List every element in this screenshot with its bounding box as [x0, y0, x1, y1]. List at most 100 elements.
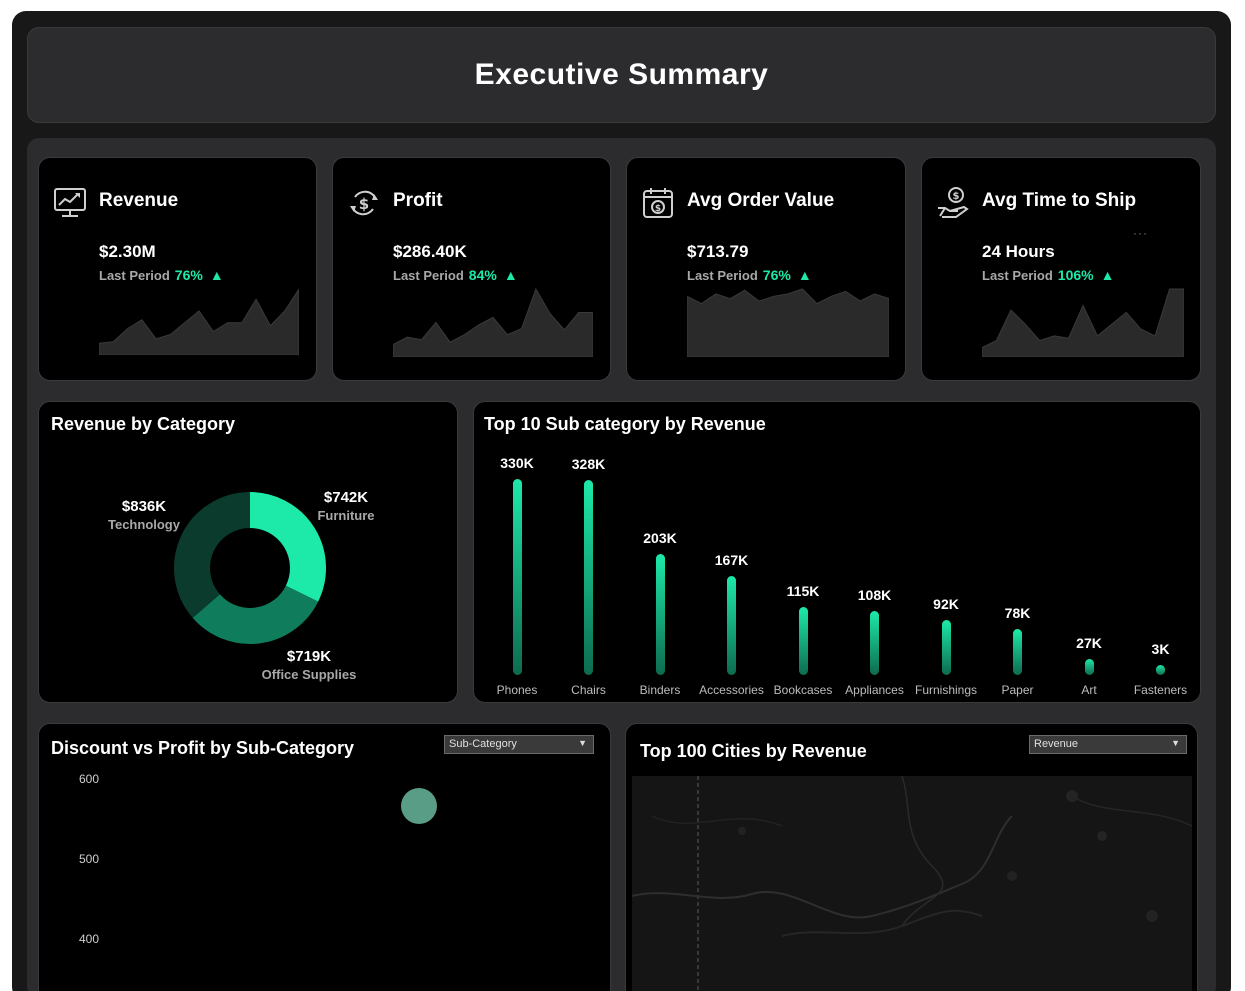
y-tick: 600 [79, 772, 100, 786]
sparkline [99, 288, 299, 355]
donut-value: $719K [286, 648, 332, 665]
bar-category-label: Binders [639, 683, 681, 697]
sub-category-dropdown[interactable]: Sub-Category ▼ [444, 735, 594, 754]
y-tick: 500 [79, 852, 100, 866]
bar-fasteners[interactable] [1156, 665, 1165, 675]
bar-category-label: Accessories [699, 683, 764, 697]
bar-category-label: Fasteners [1133, 683, 1188, 697]
kpi-period-label: Last Period [982, 268, 1053, 283]
kpi-pct: 84% [468, 267, 497, 283]
trend-up-icon: ▲ [797, 267, 812, 283]
bar-category-label: Chairs [571, 683, 606, 697]
donut-category: Office Supplies [261, 667, 357, 682]
kpi-pct: 76% [762, 267, 791, 283]
bar-category-label: Phones [496, 683, 538, 697]
kpi-title: Avg Order Value [687, 190, 835, 211]
bar-category-label: Appliances [845, 683, 904, 697]
revenue-by-category-panel: Revenue by Category $742K Furniture $719… [38, 401, 458, 703]
page-title: Executive Summary [474, 58, 769, 91]
bar-value-label: 27K [1076, 634, 1102, 651]
kpi-period-label: Last Period [99, 268, 170, 283]
more-dots-icon[interactable]: ··· [1133, 226, 1148, 240]
sparkline-area [982, 288, 1184, 357]
chevron-down-icon: ▼ [578, 738, 587, 748]
bar-furnishings[interactable] [941, 620, 951, 675]
donut-value: $742K [323, 489, 369, 506]
sparkline [687, 288, 889, 357]
donut-segment-furniture[interactable] [249, 492, 326, 602]
dollar-cycle-icon: $ [350, 190, 378, 216]
bar-appliances[interactable] [870, 610, 879, 675]
bar-category-label: Art [1081, 683, 1097, 697]
kpi-period: Last Period 84% ▲ [393, 267, 518, 283]
donut-category: Furniture [317, 508, 375, 523]
kpi-period-label: Last Period [687, 268, 758, 283]
kpi-period-label: Last Period [393, 268, 464, 283]
donut-label-technology: $836K Technology [99, 498, 189, 532]
donut-chart[interactable] [39, 402, 459, 704]
top-cities-panel: Top 100 Cities by Revenue Revenue ▼ [625, 723, 1198, 991]
svg-text:$: $ [655, 204, 661, 214]
calendar-coin-icon: $ [643, 188, 673, 218]
header-bar: Executive Summary [27, 27, 1216, 123]
svg-text:$: $ [953, 191, 960, 202]
hand-dollar-icon: $ [938, 187, 969, 218]
panel-title: Top 10 Sub category by Revenue [484, 414, 766, 434]
bar-value-label: 108K [857, 586, 892, 603]
bar-value-label: 330K [500, 455, 534, 471]
kpi-card-profit[interactable]: $ Profit $286.40K Last Period 84% ▲ [332, 157, 611, 381]
y-tick: 400 [79, 932, 100, 946]
sparkline [393, 287, 593, 357]
kpi-pct: 76% [174, 267, 203, 283]
donut-label-office-supplies: $719K Office Supplies [249, 648, 369, 682]
bar-binders[interactable] [655, 554, 665, 675]
discount-vs-profit-panel: Discount vs Profit by Sub-Category Sub-C… [38, 723, 611, 991]
bar-paper[interactable] [1013, 628, 1022, 675]
scatter-point[interactable] [401, 788, 437, 824]
bar-art[interactable] [1084, 658, 1094, 675]
top-subcategory-panel: Top 10 Sub category by Revenue 330K Phone… [473, 401, 1201, 703]
bar-accessories[interactable] [727, 575, 736, 675]
sparkline-area [99, 288, 299, 355]
sparkline-area [687, 288, 889, 357]
kpi-pct: 106% [1057, 267, 1094, 283]
chart-monitor-icon [54, 188, 86, 217]
trend-up-icon: ▲ [209, 267, 224, 283]
donut-label-furniture: $742K Furniture [301, 489, 391, 523]
donut-segment-technology[interactable] [174, 492, 251, 618]
dropdown-value: Sub-Category [449, 738, 517, 750]
kpi-period: Last Period 76% ▲ [99, 267, 224, 283]
bar-category-label: Paper [1001, 683, 1034, 697]
city-map[interactable] [632, 776, 1192, 991]
kpi-value: $286.40K [393, 242, 467, 261]
kpi-card-avg-order-value[interactable]: $ Avg Order Value $713.79 Last Period 76%… [626, 157, 906, 381]
kpi-period: Last Period 106% ▲ [982, 267, 1114, 283]
panel-title: Top 100 Cities by Revenue [640, 741, 867, 761]
bar-category-label: Furnishings [914, 683, 978, 697]
kpi-title: Avg Time to Ship [982, 190, 1137, 211]
bar-value-label: 115K [786, 582, 820, 599]
map-terrain [632, 776, 1192, 991]
kpi-card-avg-time-to-ship[interactable]: $ Avg Time to Ship ··· 24 Hours Last Per… [921, 157, 1201, 381]
kpi-title: Profit [393, 190, 443, 211]
donut-segment-office-supplies[interactable] [192, 584, 319, 644]
bar-bookcases[interactable] [798, 606, 808, 675]
trend-up-icon: ▲ [503, 267, 518, 283]
kpi-value: $713.79 [687, 242, 749, 261]
bar-chairs[interactable] [584, 480, 593, 675]
kpi-value: $2.30M [99, 242, 156, 261]
bar-category-label: Bookcases [773, 683, 833, 697]
svg-text:$: $ [359, 195, 369, 213]
revenue-dropdown[interactable]: Revenue ▼ [1029, 735, 1187, 754]
trend-up-icon: ▲ [1100, 267, 1115, 283]
sparkline [982, 288, 1184, 357]
kpi-card-revenue[interactable]: Revenue $2.30M Last Period 76% ▲ [38, 157, 317, 381]
sparkline-area [393, 287, 593, 357]
bar-phones[interactable] [512, 479, 522, 675]
bar-value-label: 167K [714, 551, 749, 568]
panel-title: Discount vs Profit by Sub-Category [51, 738, 355, 758]
bar-value-label: 92K [933, 596, 959, 613]
donut-value: $836K [121, 498, 167, 515]
bar-value-label: 78K [1004, 604, 1031, 621]
donut-category: Technology [108, 517, 180, 532]
